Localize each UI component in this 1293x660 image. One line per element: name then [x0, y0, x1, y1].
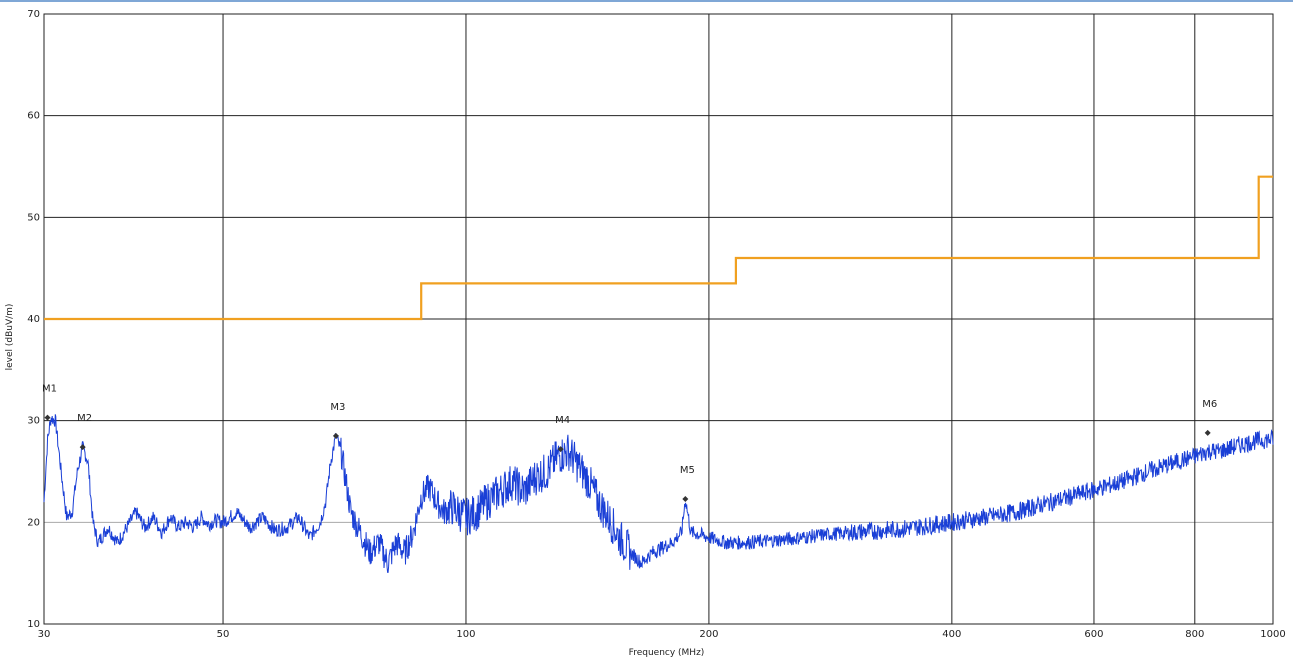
x-axis-label: Frequency (MHz)	[629, 648, 705, 658]
x-tick-label: 50	[217, 629, 230, 640]
marker-label: M3	[330, 402, 345, 413]
y-tick-label: 70	[27, 9, 40, 20]
marker-point	[1204, 429, 1211, 436]
top-border-line	[0, 0, 1293, 2]
marker-point	[557, 446, 564, 453]
y-tick-label: 60	[27, 111, 40, 122]
x-tick-label: 1000	[1260, 629, 1285, 640]
axis-layer: 10 20 30 40 50 60 70 30 50 100 200 400 600 800 1000	[27, 9, 1285, 640]
marker-layer: M1 M2 M3 M4 M5 M6	[42, 384, 1217, 502]
marker-point	[332, 432, 339, 439]
marker-point	[44, 414, 51, 421]
y-tick-label: 10	[27, 619, 40, 630]
y-tick-label: 50	[27, 212, 40, 223]
marker-label: M5	[680, 465, 695, 476]
x-tick-label: 100	[456, 629, 475, 640]
y-tick-label: 40	[27, 314, 40, 325]
y-axis-label: level (dBuV/m)	[5, 304, 15, 371]
x-tick-label: 30	[38, 629, 51, 640]
marker-label: M1	[42, 384, 57, 395]
x-tick-label: 400	[942, 629, 961, 640]
x-tick-label: 600	[1084, 629, 1103, 640]
marker-label: M6	[1202, 399, 1217, 410]
y-tick-label: 30	[27, 416, 40, 427]
marker-label: M2	[77, 413, 92, 424]
x-tick-label: 800	[1185, 629, 1204, 640]
y-tick-label: 20	[27, 517, 40, 528]
marker-point	[682, 495, 689, 502]
x-tick-label: 200	[699, 629, 718, 640]
marker-point	[79, 444, 86, 451]
marker-label: M4	[555, 415, 570, 426]
limit-line	[44, 175, 1273, 321]
measurement-line	[43, 414, 1274, 573]
